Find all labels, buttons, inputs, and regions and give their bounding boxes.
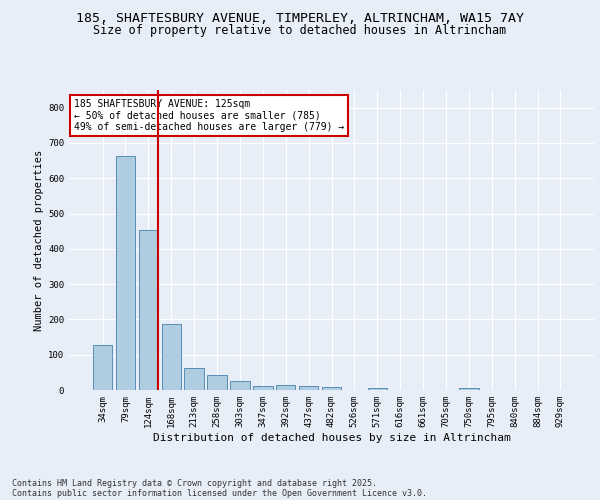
Bar (230, 381, 250, 390)
Bar (253, 386, 272, 390)
Bar (161, 324, 181, 390)
Text: 185, SHAFTESBURY AVENUE, TIMPERLEY, ALTRINCHAM, WA15 7AY: 185, SHAFTESBURY AVENUE, TIMPERLEY, ALTR… (76, 12, 524, 26)
Bar (322, 387, 341, 390)
X-axis label: Distribution of detached houses by size in Altrincham: Distribution of detached houses by size … (152, 432, 511, 442)
Bar (276, 386, 295, 390)
Text: Contains HM Land Registry data © Crown copyright and database right 2025.: Contains HM Land Registry data © Crown c… (12, 478, 377, 488)
Bar (93, 345, 112, 390)
Y-axis label: Number of detached properties: Number of detached properties (34, 150, 44, 330)
Text: Size of property relative to detached houses in Altrincham: Size of property relative to detached ho… (94, 24, 506, 37)
Text: 185 SHAFTESBURY AVENUE: 125sqm
← 50% of detached houses are smaller (785)
49% of: 185 SHAFTESBURY AVENUE: 125sqm ← 50% of … (74, 99, 344, 132)
Bar (208, 375, 227, 390)
Bar (139, 230, 158, 390)
Text: Contains public sector information licensed under the Open Government Licence v3: Contains public sector information licen… (12, 488, 427, 498)
Bar (184, 368, 204, 390)
Bar (299, 386, 319, 390)
Bar (368, 388, 387, 390)
Bar (459, 388, 479, 390)
Bar (116, 156, 135, 390)
